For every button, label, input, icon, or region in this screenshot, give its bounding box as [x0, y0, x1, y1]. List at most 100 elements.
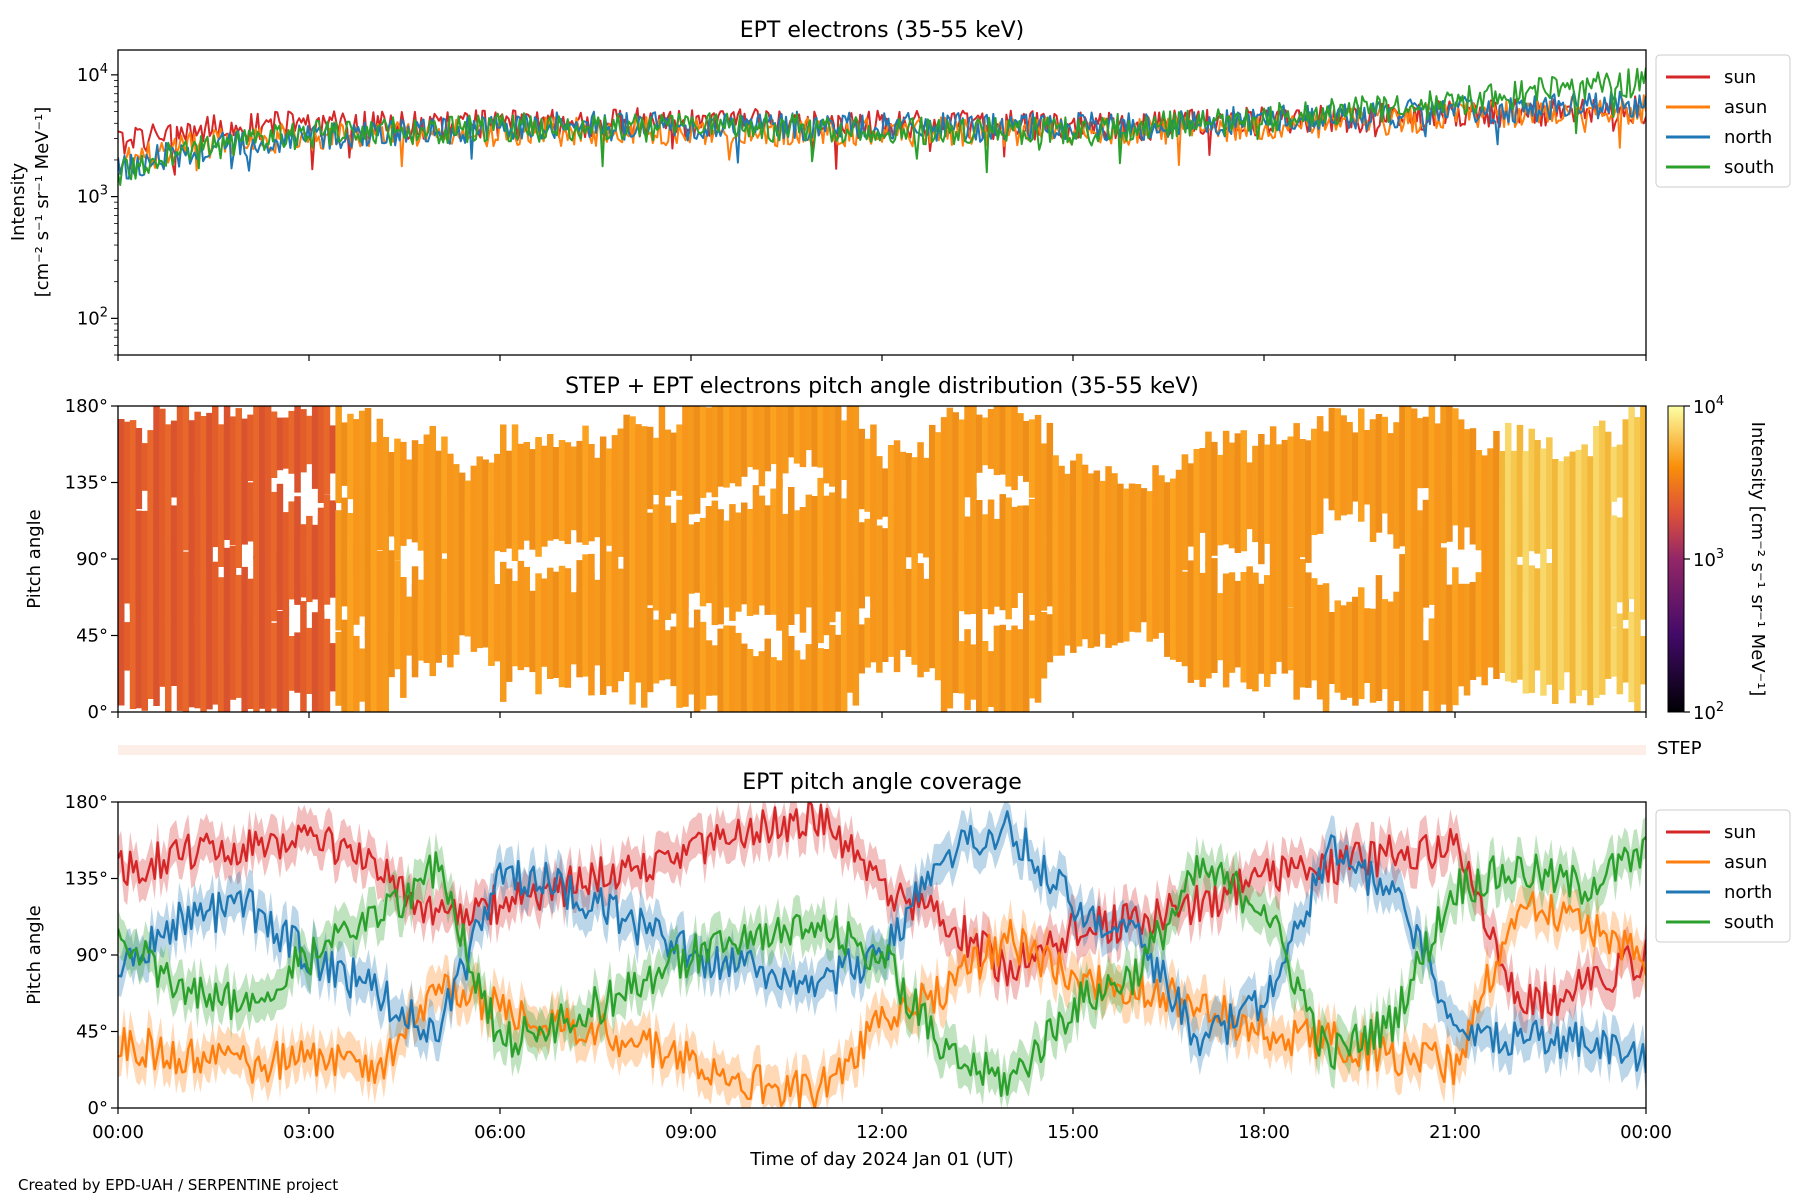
- pad-cell: [811, 496, 818, 572]
- pad-cell: [617, 485, 624, 557]
- pad-cell: [1023, 613, 1030, 712]
- y-tick-label: 90°: [76, 945, 108, 966]
- pad-cell: [1252, 464, 1259, 543]
- pad-cell: [176, 406, 184, 512]
- pad-cell: [588, 553, 595, 671]
- pad-cell: [529, 449, 536, 516]
- pad-cell: [711, 500, 719, 605]
- pad-cell: [212, 406, 219, 512]
- pad-cell: [899, 549, 907, 635]
- pad-cell: [688, 524, 695, 594]
- x-tick-label: 00:00: [92, 1122, 144, 1143]
- pad-cell: [370, 628, 378, 712]
- pad-cell: [876, 456, 883, 520]
- pad-cell: [1381, 416, 1388, 501]
- pad-cell: [958, 479, 965, 596]
- x-tick-label: 06:00: [474, 1122, 526, 1143]
- pad-cell: [364, 542, 372, 639]
- y-tick-label: 90°: [76, 549, 108, 570]
- pad-cell: [981, 417, 989, 466]
- pad-cell: [1034, 414, 1042, 517]
- pad-cell: [523, 442, 530, 521]
- pad-cell: [1046, 542, 1054, 595]
- pad-cell: [1105, 466, 1112, 588]
- coverage-ylabel: Pitch angle: [24, 905, 45, 1004]
- pad-cell: [411, 440, 419, 543]
- pad-cell: [529, 598, 536, 673]
- pad-cell: [1075, 453, 1083, 569]
- pad-cell: [746, 406, 754, 468]
- pad-cell: [970, 406, 977, 498]
- pad-cell: [811, 406, 818, 467]
- pad-cell: [699, 523, 707, 589]
- colorbar-tick-label: 102: [1693, 700, 1724, 724]
- pad-cell: [846, 406, 854, 518]
- pad-cell: [1175, 568, 1183, 651]
- pad-cell: [770, 657, 777, 712]
- pad-cell: [1534, 440, 1541, 518]
- pad-cell: [864, 438, 871, 512]
- pad-cell: [1164, 489, 1171, 566]
- pad-cell: [764, 406, 771, 472]
- pad-cell: [323, 618, 331, 712]
- pad-cell: [858, 624, 865, 674]
- pad-cell: [946, 616, 954, 709]
- pad-cell: [1258, 448, 1265, 565]
- pad-cell: [1463, 598, 1471, 663]
- pad-cell: [1622, 628, 1629, 683]
- pad-cell: [1640, 406, 1646, 513]
- pad-cell: [1399, 481, 1406, 547]
- pad-cell: [882, 588, 889, 662]
- pad-cell: [629, 555, 636, 626]
- pad-cell: [217, 577, 225, 630]
- pad-cell: [1534, 617, 1541, 671]
- legend-sun-label: sun: [1724, 67, 1756, 88]
- pad-cell: [617, 428, 624, 524]
- pad-cell: [123, 517, 131, 581]
- pad-cell: [876, 587, 883, 673]
- pad-cell: [176, 564, 184, 618]
- pad-cell: [1434, 533, 1441, 646]
- y-tick-label: 180°: [65, 396, 108, 417]
- pad-cell: [411, 584, 419, 670]
- pad-cell: [1081, 568, 1089, 640]
- pad-cell: [1599, 420, 1606, 541]
- pad-cell: [435, 478, 442, 571]
- pad-cell: [1075, 579, 1083, 635]
- pad-cell: [264, 406, 272, 497]
- pad-cell: [599, 453, 607, 571]
- pad-cell: [423, 550, 431, 662]
- pad-cell: [511, 613, 519, 667]
- pad-cell: [676, 607, 683, 708]
- pad-cell: [1534, 568, 1541, 642]
- pad-cell: [370, 556, 378, 632]
- pad-cell: [882, 530, 889, 597]
- pad-cell: [270, 411, 278, 478]
- pad-cell: [1405, 612, 1412, 712]
- pad-cell: [1269, 426, 1277, 537]
- pad-cell: [1493, 525, 1500, 605]
- pad-cell: [1381, 461, 1388, 514]
- y-tick-label: 0°: [88, 1098, 108, 1119]
- pad-cell: [1610, 628, 1618, 677]
- pad-cell: [1058, 533, 1065, 620]
- pad-cell: [135, 513, 143, 604]
- pad-cell: [1399, 554, 1406, 654]
- pad-cell: [1363, 451, 1371, 505]
- pad-cell: [958, 641, 965, 694]
- pad-cell: [223, 485, 231, 540]
- pad-cell: [423, 609, 431, 663]
- pad-cell: [699, 406, 707, 498]
- pad-cell: [741, 502, 748, 588]
- pad-cell: [1375, 575, 1383, 693]
- pad-cell: [1405, 406, 1412, 513]
- pad-cell: [835, 634, 842, 712]
- pad-cell: [1193, 595, 1200, 680]
- pad-cell: [406, 596, 413, 648]
- pad-cell: [970, 528, 977, 614]
- pad-cell: [359, 558, 366, 617]
- pad-cell: [1111, 559, 1118, 617]
- pad-cell: [682, 612, 689, 707]
- pad-cell: [282, 417, 290, 469]
- pad-cell: [1070, 567, 1077, 653]
